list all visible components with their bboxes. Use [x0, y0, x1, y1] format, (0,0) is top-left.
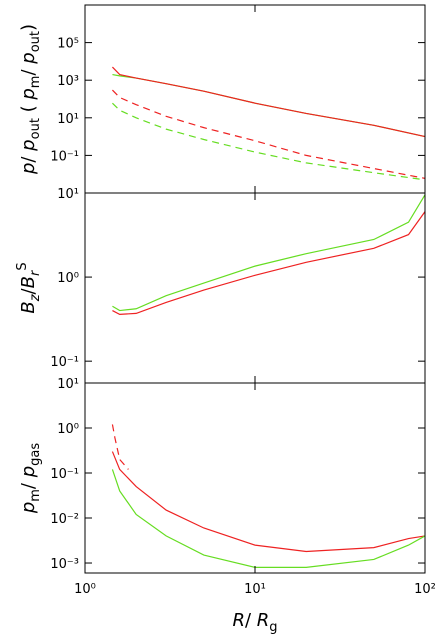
x-tick-label: 10²	[414, 582, 436, 597]
plot-frame	[84, 192, 426, 384]
y-tick-label: 10⁻¹	[50, 467, 79, 482]
x-axis-label: R/ Rg	[232, 610, 277, 635]
y-tick-label: 10⁻²	[50, 512, 79, 527]
y-axis-label: Bz/BrS	[15, 262, 43, 313]
line-series	[112, 194, 426, 312]
y-tick-label: 10³	[57, 74, 79, 89]
line-series	[111, 469, 426, 568]
line-series	[111, 424, 129, 470]
line-series	[111, 451, 426, 553]
y-axis-label: pm/ pgas	[18, 443, 43, 515]
y-tick-label: 10⁰	[57, 271, 79, 286]
line-series	[111, 66, 426, 138]
y-tick-label: 10⁻³	[50, 557, 79, 572]
plot-frame	[84, 382, 426, 574]
y-axis-label-text: p/ pout ( pm/ pout)	[18, 24, 43, 175]
line-series	[112, 211, 426, 315]
y-axis-label: p/ pout ( pm/ pout)	[18, 24, 43, 175]
y-tick-label: 10⁵	[57, 37, 79, 52]
plot-frame	[84, 4, 426, 194]
y-axis-label-text: Bz/BrS	[15, 262, 43, 313]
y-tick-label: 10⁰	[57, 422, 79, 437]
y-tick-label: 10¹	[57, 377, 79, 392]
x-tick-label: 10¹	[244, 582, 266, 597]
y-tick-label: 10⁻¹	[50, 149, 79, 164]
x-tick-label: 10⁰	[74, 582, 96, 597]
y-axis-label-text: pm/ pgas	[18, 443, 43, 515]
line-series	[111, 89, 426, 179]
y-tick-label: 10⁻¹	[50, 355, 79, 370]
y-tick-label: 10¹	[57, 112, 79, 127]
line-series	[112, 102, 426, 181]
y-tick-label: 10¹	[57, 187, 79, 202]
